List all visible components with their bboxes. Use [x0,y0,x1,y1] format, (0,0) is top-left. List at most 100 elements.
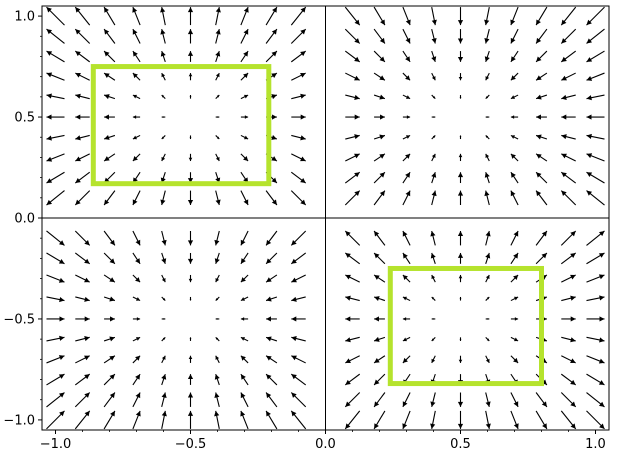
arrow-head [598,252,605,258]
vector-arrow [161,373,167,386]
arrow-head [458,274,463,279]
arrow-head [75,51,81,57]
arrow-head [402,317,407,321]
arrow-head [271,73,277,79]
arrow-head [46,178,53,184]
arrow-head [599,316,605,322]
arrow-head [187,392,194,398]
arrow-head [46,93,52,99]
vector-arrow [132,50,141,63]
arrow-head [485,401,491,407]
vector-arrow [46,252,65,265]
arrow-head [510,56,516,62]
vector-arrow [431,296,436,301]
vector-arrow [373,392,386,408]
arrow-head [240,277,246,283]
vector-arrow [586,274,605,283]
vector-arrow [132,355,141,364]
arrow-head [374,230,380,237]
vector-arrow [586,171,605,184]
vector-arrow [535,252,548,265]
arrow-head [188,355,193,359]
vector-arrow [561,134,576,140]
vector-arrow [75,134,90,141]
arrow-head [58,355,65,361]
arrow-head [431,318,434,320]
vector-arrow [214,410,220,430]
arrow-head [402,357,408,363]
arrow-head [214,410,220,417]
arrow-head [430,401,436,407]
vector-arrow [46,171,65,184]
arrow-head [266,355,272,361]
arrow-head [561,75,567,81]
arrow-head [215,298,219,301]
vector-arrow [430,392,436,408]
vector-arrow [457,51,464,62]
arrow-head [561,190,567,196]
arrow-head [266,392,272,399]
vector-arrow [265,28,278,44]
vector-arrow [240,296,249,302]
arrow-head [110,410,115,417]
vector-arrow [345,355,360,364]
vector-arrow [510,392,519,408]
arrow-head [374,252,380,259]
arrow-head [132,94,138,99]
arrow-head [586,38,593,44]
vector-arrow [187,374,194,385]
vector-arrow [103,410,116,430]
vector-arrow [132,28,141,44]
arrow-head [459,135,462,138]
arrow-head [510,190,516,197]
axis-ticks: −1.0 −0.5 0.0 0.5 1.0 −1.0 −0.5 0.0 0.5 1.0 [3,10,605,452]
vector-arrow [484,190,490,206]
vector-arrow [290,28,307,44]
vector-arrow [402,355,411,364]
vector-arrow [161,355,166,364]
arrow-head [570,295,576,301]
vector-arrow [266,316,277,322]
arrow-head [431,38,437,44]
arrow-head [586,75,593,81]
vector-arrow [402,28,411,44]
arrow-head [291,277,297,283]
arrow-head [215,51,221,57]
arrow-head [104,29,110,35]
vector-arrow [431,116,436,118]
arrow-head [291,374,297,380]
vector-arrow [510,171,519,184]
vector-arrow [240,134,249,140]
arrow-head [215,355,220,360]
arrow-head [598,358,605,364]
arrow-head [457,252,464,258]
arrow-head [432,135,436,138]
arrow-head [542,423,547,429]
arrow-head [104,156,110,162]
arrow-head [405,135,411,139]
arrow-head [291,296,297,302]
arrow-head [300,29,306,35]
vector-arrow [103,50,116,63]
arrow-head [586,57,593,62]
vector-arrow [485,116,490,118]
vector-arrow [103,392,116,408]
arrow-head [561,94,567,100]
arrow-head [561,19,567,26]
x-tick-label: −0.5 [175,437,207,452]
arrow-head [354,19,360,26]
arrow-head [510,172,516,178]
vector-arrow [189,296,192,301]
vector-arrow [536,114,547,120]
arrow-head [132,73,138,79]
vector-arrow [344,373,361,386]
vector-arrow [215,296,220,301]
arrow-head [379,75,385,81]
vector-arrow [132,153,141,162]
arrow-head [84,374,90,380]
arrow-head [513,337,519,342]
arrow-head [187,410,194,416]
arrow-head [484,172,490,178]
vector-arrow [290,230,307,246]
vector-arrow [510,50,519,63]
